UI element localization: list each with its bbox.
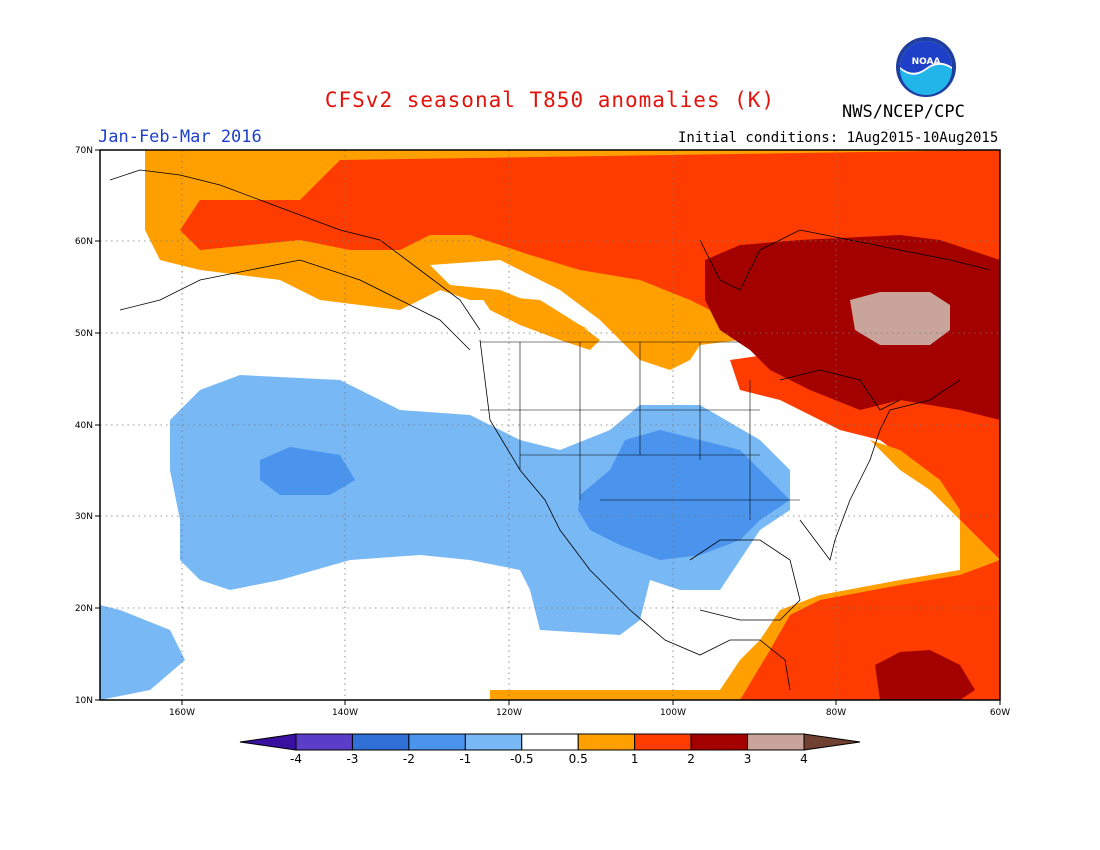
warm-anomaly-darkred-northeast	[705, 235, 1000, 420]
colorbar-tick-label: 3	[744, 752, 752, 766]
lat-label: 30N	[75, 512, 93, 522]
lat-label: 40N	[75, 421, 93, 431]
colorbar-arrow-high	[803, 733, 861, 751]
colorbar-box	[408, 733, 466, 751]
colorbar: -4 -3 -2 -1 -0.5 0.5 1 2 3 4	[239, 733, 861, 766]
colorbar-box	[634, 733, 692, 751]
cool-anomaly-blue-texas	[578, 430, 790, 560]
cool-anomaly-blue-central-pacific	[260, 447, 355, 495]
colorbar-tick-label: -4	[290, 752, 302, 766]
colorbar-box	[351, 733, 410, 751]
colorbar-tick-label: -1	[459, 752, 471, 766]
colorbar-tick-label: -2	[403, 752, 415, 766]
colorbar-box	[577, 733, 636, 751]
colorbar-box	[521, 733, 579, 751]
colorbar-box	[295, 733, 353, 751]
lon-label: 100W	[660, 708, 686, 718]
lon-label: 120W	[496, 708, 522, 718]
lat-label: 20N	[75, 604, 93, 614]
colorbar-tick-label: 0.5	[569, 752, 588, 766]
lat-label: 60N	[75, 237, 93, 247]
neutral-gulf-white	[860, 500, 900, 540]
map-area	[100, 150, 1000, 700]
initial-conditions-label: Initial conditions: 1Aug2015-10Aug2015	[678, 130, 999, 146]
lon-label: 60W	[990, 708, 1010, 718]
axis-ticks	[95, 149, 1001, 705]
lon-label: 160W	[169, 708, 195, 718]
warm-anomaly-orange-tongue	[480, 295, 600, 350]
colorbar-arrow-low	[239, 733, 297, 751]
state-borders	[480, 341, 800, 520]
lon-label: 80W	[826, 708, 846, 718]
period-label: Jan-Feb-Mar 2016	[98, 127, 262, 147]
colorbar-box	[690, 733, 749, 751]
chart-title: CFSv2 seasonal T850 anomalies (K)	[324, 88, 776, 112]
cool-anomaly-lightblue-southwest	[100, 605, 185, 700]
colorbar-box	[464, 733, 523, 751]
graticule	[100, 150, 1000, 700]
coastlines	[109, 169, 991, 691]
lat-label: 10N	[75, 696, 93, 706]
noaa-logo-icon: NOAA	[896, 37, 956, 97]
agency-label: NWS/NCEP/CPC	[842, 102, 965, 122]
logo-text: NOAA	[912, 57, 941, 67]
colorbar-tick-label: 4	[800, 752, 808, 766]
colorbar-tick-label: 1	[631, 752, 639, 766]
warm-anomaly-darkred-caribbean	[875, 650, 975, 700]
lat-label: 50N	[75, 329, 93, 339]
lat-label: 70N	[75, 146, 93, 156]
colorbar-tick-label: 2	[687, 752, 695, 766]
colorbar-tick-label: -3	[346, 752, 358, 766]
colorbar-tick-label: -0.5	[510, 752, 533, 766]
warm-anomaly-brown-quebec	[850, 292, 950, 345]
colorbar-box	[747, 733, 805, 751]
lon-label: 140W	[332, 708, 358, 718]
